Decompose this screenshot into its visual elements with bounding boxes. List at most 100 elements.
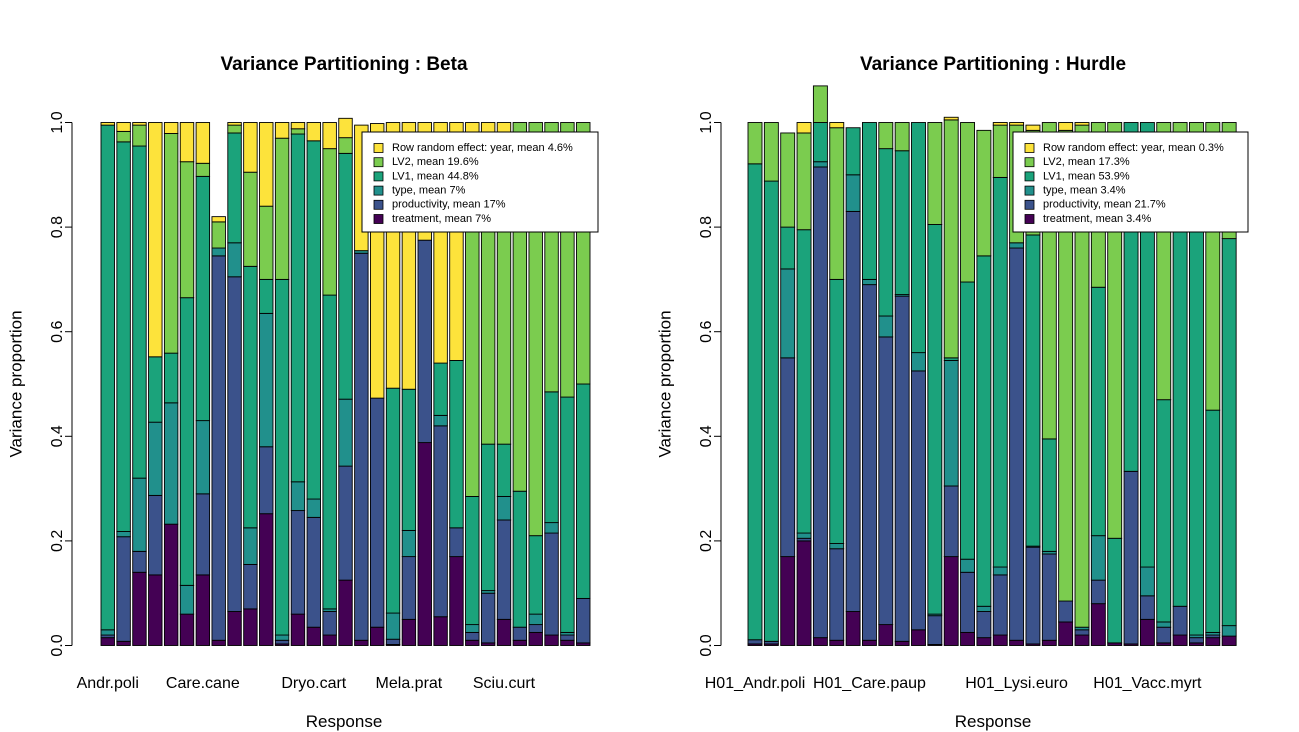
bar-segment (401, 556, 417, 620)
bar-segment (878, 122, 894, 150)
bar-segment (385, 612, 401, 640)
bar-segment (195, 493, 211, 576)
x-axis-label: Response (306, 712, 383, 731)
bar-segment (385, 638, 401, 645)
bar-segment (1205, 409, 1221, 633)
bar-segment (1221, 635, 1237, 646)
bar-segment (433, 414, 448, 427)
bar-segment (179, 584, 195, 615)
bar-segment (433, 425, 448, 618)
bar-segment (322, 634, 337, 646)
y-tick-label: 1.0 (698, 111, 715, 133)
bar-segment (274, 639, 290, 645)
bar-segment (878, 624, 894, 646)
bar-segment (1221, 625, 1237, 637)
bar-segment (1156, 626, 1172, 644)
bar-segment (465, 496, 480, 626)
bar-segment (465, 624, 480, 633)
bar-segment (211, 216, 226, 223)
bar-segment (465, 631, 480, 641)
legend-entry: LV1, mean 53.9% (1043, 170, 1130, 182)
bar-segment (927, 224, 943, 615)
bar-segment (306, 140, 321, 500)
legend-swatch (373, 185, 384, 196)
bar-segment (211, 221, 226, 249)
bar-segment (911, 370, 926, 631)
bar-segment (780, 556, 796, 646)
bar-segment (560, 634, 575, 641)
bar-segment (845, 127, 861, 176)
bar-segment (845, 174, 861, 212)
bar-segment (163, 352, 179, 404)
bar-segment (1221, 238, 1237, 627)
bar-segment (796, 540, 812, 646)
bar-segment (132, 145, 147, 479)
bar-segment (259, 312, 274, 448)
y-tick-label: 0.6 (49, 320, 66, 342)
bar-segment (100, 637, 115, 646)
bar-segment (845, 611, 861, 646)
legend-swatch (373, 157, 384, 168)
bar-segment (763, 122, 779, 182)
bar-segment (894, 640, 910, 646)
bar-segment (211, 639, 226, 646)
bar-segment (943, 116, 959, 121)
bar-segment (496, 496, 512, 521)
bar-segment (1139, 618, 1155, 646)
bar-segment (528, 613, 543, 626)
bar-segment (401, 618, 417, 646)
bar-segment (243, 265, 258, 529)
bar-segment (894, 122, 910, 152)
bar-segment (829, 639, 845, 646)
bar-segment (862, 278, 877, 286)
legend-box (361, 131, 599, 233)
bar-segment (274, 278, 290, 636)
bar-segment (163, 523, 179, 646)
bar-segment (1009, 242, 1025, 249)
chart-title: Variance Partitioning : Beta (220, 54, 467, 75)
bar-segment (1090, 579, 1106, 605)
bar-segment (1139, 122, 1155, 568)
bar-segment (243, 563, 258, 610)
bar-segment (976, 129, 992, 257)
bar-segment (992, 124, 1008, 178)
bar-segment (306, 498, 321, 518)
bar-segment (227, 122, 242, 126)
bar-segment (274, 634, 290, 641)
y-axis: 0.0 0.2 0.4 0.6 0.8 1.0 (49, 111, 73, 657)
bar-segment (306, 516, 321, 628)
bar-segment (148, 494, 163, 576)
bar-segment (960, 571, 975, 633)
bar-segment (116, 130, 131, 143)
bar-segment (829, 548, 845, 641)
x-tick-label: H01_Care.paup (813, 675, 926, 692)
bar-segment (496, 618, 512, 646)
bar-segment (992, 574, 1008, 636)
bar-segment (528, 535, 543, 615)
bar-segment (812, 637, 828, 646)
bar-segment (960, 122, 975, 283)
bar-segment (576, 597, 591, 644)
bar-segment (433, 616, 448, 646)
bar-segment (1058, 122, 1074, 131)
legend-swatch (373, 143, 384, 153)
x-tick-label: Care.cane (166, 675, 240, 692)
bar-segment (132, 550, 147, 573)
bar-segment (227, 124, 242, 134)
bar-segment (1074, 122, 1090, 126)
chart-beta: Variance Partitioning : Beta 0.0 0.2 0.4 0.6… (6, 54, 599, 731)
y-tick-label: 0.0 (698, 634, 715, 656)
bar-segment (560, 639, 575, 646)
bar-segment (496, 443, 512, 497)
bar-segment (911, 629, 926, 646)
bar-segment (417, 239, 432, 444)
bar-segment (243, 527, 258, 565)
bar-segment (116, 536, 131, 642)
bar-segment (354, 639, 369, 646)
bar-segment (132, 124, 147, 147)
bar-segment (829, 543, 845, 550)
bar-segment (179, 613, 195, 646)
legend-box (1012, 131, 1249, 233)
bar-segment (179, 161, 195, 299)
